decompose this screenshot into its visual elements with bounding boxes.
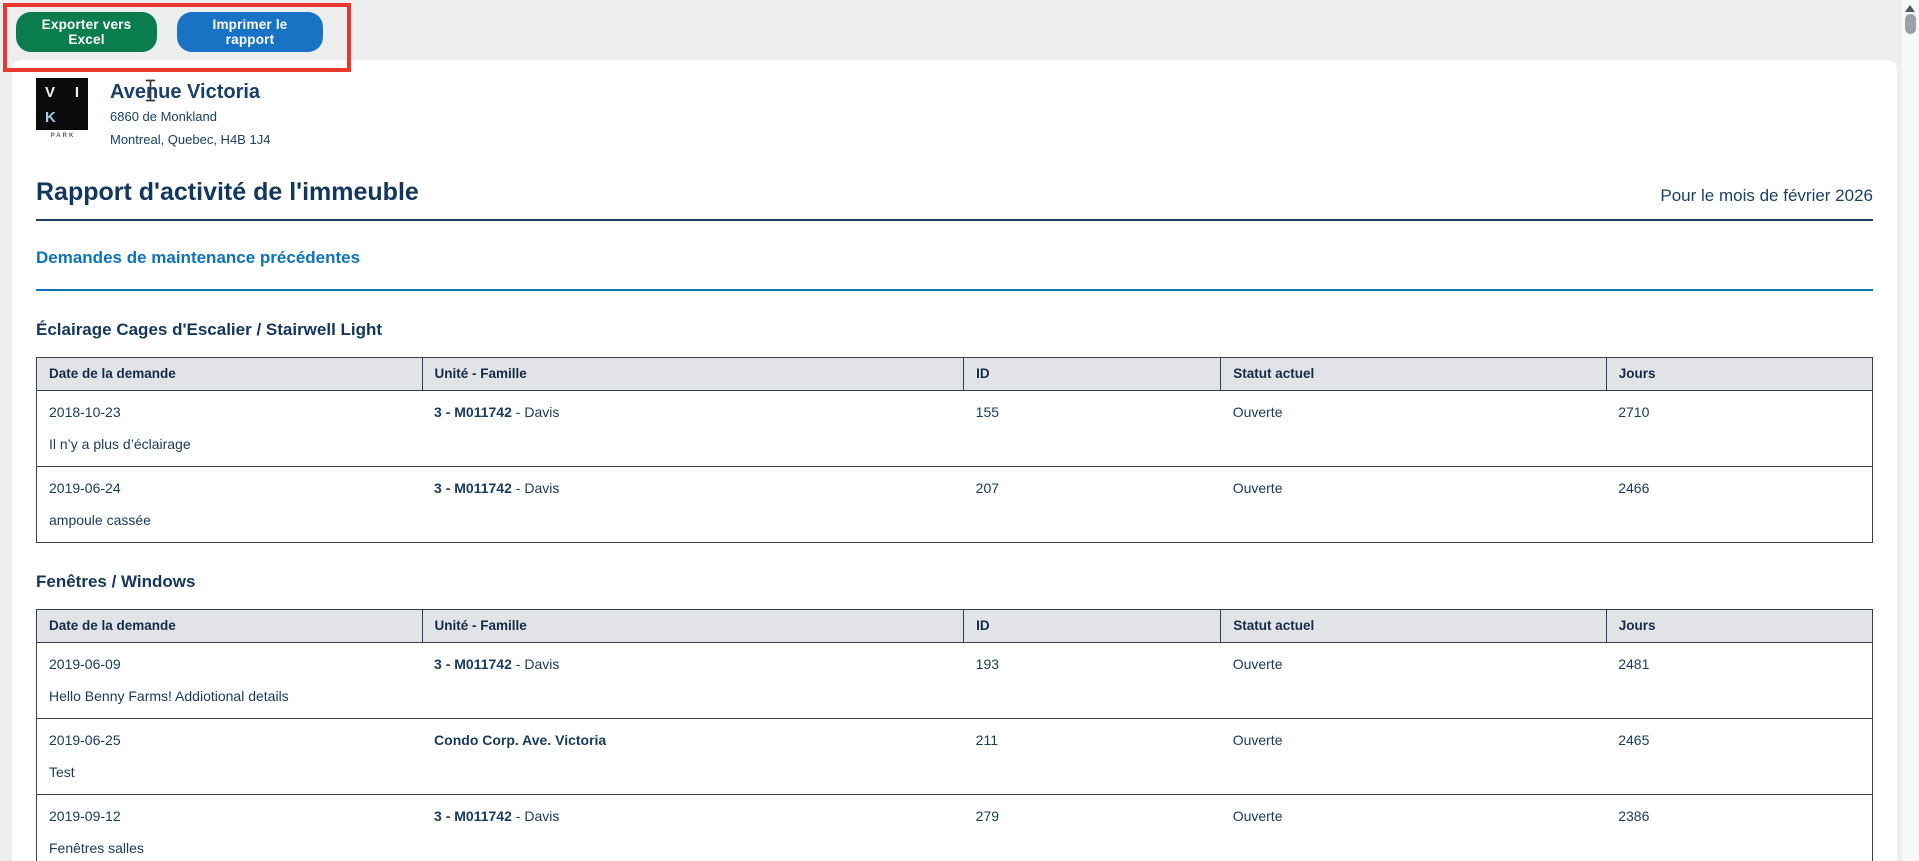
cell-description: Hello Benny Farms! Addiotional details — [36, 676, 1873, 719]
cell-id: 155 — [975, 404, 1000, 420]
cell-date: 2019-06-09 — [49, 656, 121, 672]
col-header-id: ID — [963, 357, 1222, 391]
cell-days: 2466 — [1618, 480, 1650, 496]
table-header-row: Date de la demande Unité - Famille ID St… — [36, 609, 1874, 643]
table-description-row: Test — [36, 752, 1873, 795]
col-header-unit: Unité - Famille — [421, 609, 965, 643]
col-header-date: Date de la demande — [36, 357, 423, 391]
windows-table: Date de la demande Unité - Famille ID St… — [36, 609, 1874, 861]
building-address-line1: 6860 de Monkland — [110, 109, 217, 124]
col-header-status: Statut actuel — [1220, 609, 1607, 643]
stairwell-light-table: Date de la demande Unité - Famille ID St… — [36, 357, 1874, 543]
report-period: Pour le mois de février 2026 — [1660, 186, 1873, 205]
vik-park-logo-icon: V I K — [36, 78, 88, 130]
cell-days: 2481 — [1618, 656, 1650, 672]
cell-unit: 3 - M011742 - Davis — [434, 404, 560, 420]
table-row: 2018-10-23 3 - M011742 - Davis 155 Ouver… — [37, 391, 1873, 425]
table-header-row: Date de la demande Unité - Famille ID St… — [36, 357, 1874, 391]
scrollbar-thumb[interactable] — [1905, 14, 1916, 34]
cell-days: 2386 — [1618, 808, 1650, 824]
cell-description: ampoule cassée — [36, 500, 1873, 543]
print-report-button[interactable]: Imprimer le rapport — [177, 12, 323, 52]
cell-date: 2019-09-12 — [49, 808, 121, 824]
cell-id: 207 — [975, 480, 1000, 496]
report-title-row: Rapport d'activité de l'immeuble Pour le… — [36, 178, 1873, 221]
building-header: V I K PARK Avenue Victoria 6860 de Monkl… — [36, 78, 1873, 150]
category-heading-windows: Fenêtres / Windows — [36, 572, 196, 591]
col-header-unit: Unité - Famille — [421, 357, 965, 391]
cell-description: Fenêtres salles — [36, 828, 1873, 861]
table-row: 2019-06-09 3 - M011742 - Davis 193 Ouver… — [37, 643, 1873, 677]
cell-date: 2018-10-23 — [49, 404, 121, 420]
cell-status: Ouverte — [1232, 732, 1283, 748]
scrollbar-up-arrow-icon[interactable] — [1905, 5, 1915, 12]
report-card: V I K PARK Avenue Victoria 6860 de Monkl… — [12, 60, 1897, 861]
export-excel-button[interactable]: Exporter vers Excel — [16, 12, 157, 52]
col-header-id: ID — [963, 609, 1222, 643]
building-logo: V I K PARK — [36, 78, 90, 150]
vertical-scrollbar[interactable] — [1902, 0, 1919, 861]
cell-unit: Condo Corp. Ave. Victoria — [434, 732, 607, 748]
cell-description: Il n’y a plus d’éclairage — [36, 424, 1873, 467]
cell-id: 211 — [975, 732, 998, 748]
table-description-row: Hello Benny Farms! Addiotional details — [36, 676, 1873, 719]
cell-status: Ouverte — [1232, 404, 1283, 420]
cell-status: Ouverte — [1232, 656, 1283, 672]
cell-days: 2465 — [1618, 732, 1650, 748]
logo-letter: I — [74, 84, 79, 101]
maintenance-section-heading: Demandes de maintenance précédentes — [36, 248, 1873, 291]
table-description-row: ampoule cassée — [36, 500, 1873, 543]
logo-letter: V — [45, 84, 56, 101]
logo-caption: PARK — [50, 133, 76, 139]
cell-status: Ouverte — [1232, 808, 1283, 824]
cell-description: Test — [36, 752, 1873, 795]
col-header-days: Jours — [1605, 609, 1874, 643]
cell-date: 2019-06-25 — [49, 732, 121, 748]
table-description-row: Il n’y a plus d’éclairage — [36, 424, 1873, 467]
building-name: Avenue Victoria — [110, 81, 261, 103]
text-cursor-icon — [145, 79, 156, 102]
logo-letter: K — [45, 109, 56, 126]
cell-id: 193 — [975, 656, 1000, 672]
col-header-days: Jours — [1605, 357, 1874, 391]
cell-id: 279 — [975, 808, 1000, 824]
building-address-line2: Montreal, Quebec, H4B 1J4 — [110, 132, 271, 147]
table-description-row: Fenêtres salles — [36, 828, 1873, 861]
cell-status: Ouverte — [1232, 480, 1283, 496]
cell-unit: 3 - M011742 - Davis — [434, 480, 560, 496]
col-header-date: Date de la demande — [36, 609, 423, 643]
col-header-status: Statut actuel — [1220, 357, 1607, 391]
cell-unit: 3 - M011742 - Davis — [434, 808, 560, 824]
cell-date: 2019-06-24 — [49, 480, 121, 496]
cell-days: 2710 — [1618, 404, 1650, 420]
table-row: 2019-06-24 3 - M011742 - Davis 207 Ouver… — [37, 467, 1873, 501]
report-title: Rapport d'activité de l'immeuble — [36, 178, 419, 206]
cell-unit: 3 - M011742 - Davis — [434, 656, 560, 672]
table-row: 2019-09-12 3 - M011742 - Davis 279 Ouver… — [37, 795, 1873, 829]
category-heading-stairwell-light: Éclairage Cages d'Escalier / Stairwell L… — [36, 320, 383, 339]
table-row: 2019-06-25 Condo Corp. Ave. Victoria 211… — [37, 719, 1873, 753]
